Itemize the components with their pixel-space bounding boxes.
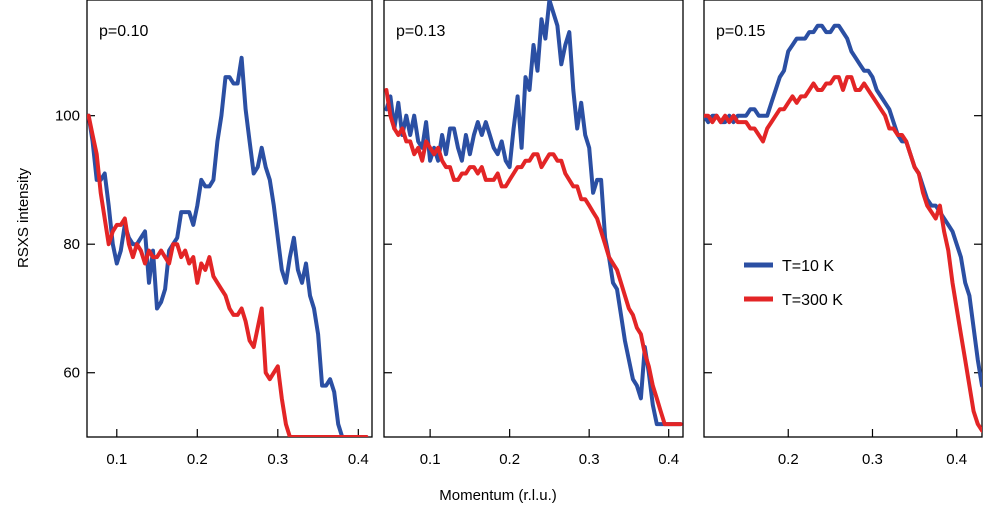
- series-line-p010-t300k: [87, 113, 369, 437]
- y-tick-label-80: 80: [63, 236, 80, 253]
- y-tick-label-100: 100: [55, 108, 80, 125]
- x-tick-label-p015-03: 0.3: [862, 451, 883, 468]
- x-tick-label-p013-04: 0.4: [658, 451, 679, 468]
- legend-label-t300k: T=300 K: [782, 292, 843, 309]
- x-tick-label-p015-04: 0.4: [946, 451, 967, 468]
- x-tick-label-p015-02: 0.2: [778, 451, 799, 468]
- x-tick-label-p013-03: 0.3: [579, 451, 600, 468]
- panel-label-p010: p=0.10: [99, 23, 148, 40]
- plot-frame-p010: [86, 0, 373, 438]
- plot-frame-p015: [703, 0, 983, 438]
- panel-p013: 0.1 0.2 0.3 0.4 p=0.13: [383, 0, 684, 468]
- x-tick-label-p010-03: 0.3: [267, 451, 288, 468]
- panel-label-p013: p=0.13: [396, 23, 445, 40]
- panel-p010: 0.1 0.2 0.3 0.4 60 80 100 p=0.10: [55, 0, 373, 468]
- x-tick-label-p013-01: 0.1: [420, 451, 441, 468]
- panel-p015: 0.2 0.3 0.4 p=0.15: [703, 0, 983, 468]
- y-axis-title: RSXS intensity: [15, 167, 32, 268]
- series-line-p015-t10k: [704, 23, 982, 388]
- legend: T=10 K T=300 K: [744, 258, 843, 309]
- x-tick-label-p010-01: 0.1: [106, 451, 127, 468]
- x-tick-label-p010-04: 0.4: [348, 451, 369, 468]
- series-line-p015-t300k: [704, 75, 982, 433]
- x-axis-title: Momentum (r.l.u.): [439, 487, 557, 504]
- legend-label-t10k: T=10 K: [782, 258, 834, 275]
- panel-label-p015: p=0.15: [716, 23, 765, 40]
- y-tick-label-60: 60: [63, 365, 80, 382]
- plot-frame-p013: [383, 0, 684, 438]
- series-line-p013-t300k: [384, 88, 683, 427]
- series-line-p013-t10k: [384, 0, 683, 427]
- x-tick-label-p010-02: 0.2: [187, 451, 208, 468]
- x-tick-label-p013-02: 0.2: [499, 451, 520, 468]
